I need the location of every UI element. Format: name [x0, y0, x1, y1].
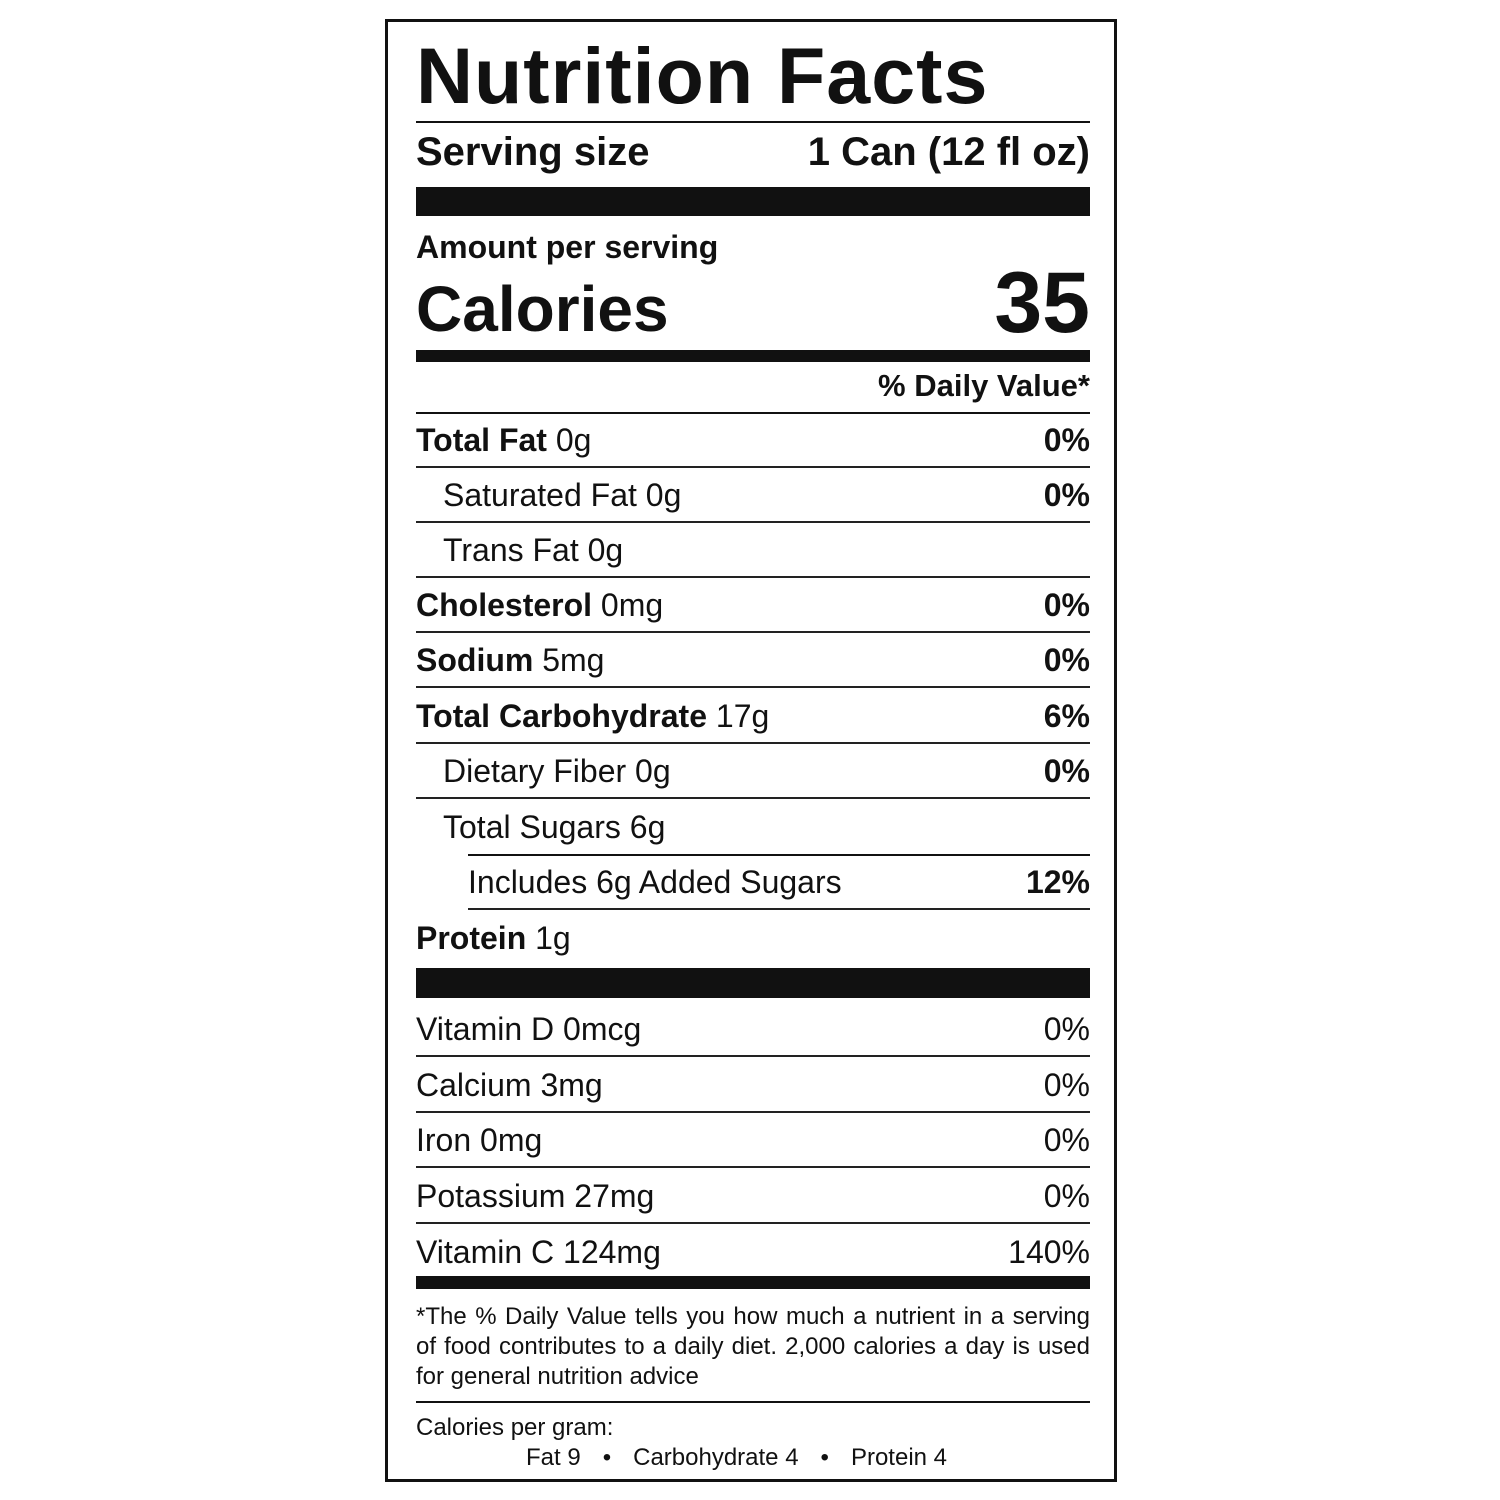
nutrient-name: Cholesterol [416, 586, 593, 623]
nutrient-dv: 0% [1043, 586, 1090, 623]
calories-row: Calories 35 [416, 255, 1090, 351]
nutrient-dv: 6% [1043, 697, 1090, 734]
nutrient-row-saturated-fat: Saturated Fat 0g 0% [416, 469, 1090, 523]
vitamin-name: Vitamin C 124mg [416, 1233, 661, 1270]
nutrient-dv: 0% [1043, 421, 1090, 458]
nutrient-row-total-fat: Total Fat 0g 0% [416, 414, 1090, 468]
bullet-separator: • [602, 1444, 612, 1471]
carbohydrate-per-gram: Carbohydrate 4 [633, 1444, 799, 1471]
nutrient-row-trans-fat: Trans Fat 0g [416, 524, 1090, 578]
thick-divider [416, 968, 1090, 998]
calories-per-gram-values: Fat 9 • Carbohydrate 4 • Protein 4 [526, 1443, 947, 1473]
amount-per-serving: Amount per serving [416, 229, 719, 265]
nutrient-row-added-sugars: Includes 6g Added Sugars 12% [468, 856, 1090, 910]
nutrient-name: Trans Fat [443, 531, 579, 568]
nutrient-name: Sodium [416, 641, 534, 678]
nutrient-name: Total Sugars [443, 808, 621, 845]
thick-divider [416, 1276, 1090, 1289]
nutrient-name: Saturated Fat [443, 476, 637, 513]
nutrition-label [385, 19, 1117, 1482]
serving-size-value: 1 Can (12 fl oz) [807, 129, 1090, 174]
nutrient-amount: 1g [535, 919, 571, 956]
vitamin-row-calcium: Calcium 3mg 0% [416, 1059, 1090, 1113]
vitamin-dv: 0% [1043, 1121, 1090, 1158]
serving-size-row: Serving size 1 Can (12 fl oz) [416, 126, 1090, 178]
vitamin-dv: 140% [1008, 1233, 1090, 1270]
nutrient-amount: 0g [587, 531, 624, 568]
nutrient-amount: 0g [645, 476, 682, 513]
vitamin-name: Vitamin D 0mcg [416, 1010, 642, 1047]
nutrient-row-protein: Protein 1g [416, 911, 1090, 965]
vitamin-dv: 0% [1043, 1066, 1090, 1103]
nutrient-dv: 0% [1043, 476, 1090, 513]
divider [468, 854, 1090, 856]
nutrient-name: Total Fat [416, 421, 547, 458]
vitamin-row-iron: Iron 0mg 0% [416, 1114, 1090, 1168]
divider [416, 1401, 1090, 1403]
thick-divider [416, 350, 1090, 362]
nutrient-row-cholesterol: Cholesterol 0mg 0% [416, 579, 1090, 633]
nutrient-name: Dietary Fiber [443, 752, 627, 789]
nutrient-row-sodium: Sodium 5mg 0% [416, 634, 1090, 688]
daily-value-header: % Daily Value* [878, 368, 1090, 403]
nutrient-row-total-sugars: Total Sugars 6g [416, 800, 1090, 854]
nutrient-dv: 12% [1025, 863, 1090, 900]
nutrient-dv: 0% [1043, 752, 1090, 789]
fat-per-gram: Fat 9 [526, 1444, 581, 1471]
serving-size-label: Serving size [416, 129, 650, 174]
thick-divider [416, 187, 1090, 216]
nutrient-amount: 0g [635, 752, 671, 789]
protein-per-gram: Protein 4 [850, 1444, 948, 1471]
label-title: Nutrition Facts [416, 31, 989, 120]
nutrient-amount: 0mg [600, 586, 664, 623]
bullet-separator: • [820, 1444, 829, 1471]
vitamin-row-vitamin-d: Vitamin D 0mcg 0% [416, 1003, 1090, 1057]
nutrient-name: Includes 6g Added Sugars [468, 863, 842, 900]
vitamin-row-potassium: Potassium 27mg 0% [416, 1170, 1090, 1224]
nutrient-amount: 0g [555, 421, 592, 458]
calories-per-gram-label: Calories per gram: [416, 1414, 614, 1441]
nutrient-row-total-carbohydrate: Total Carbohydrate 17g 6% [416, 690, 1090, 744]
nutrient-dv: 0% [1043, 641, 1090, 678]
divider [416, 412, 1090, 414]
nutrient-amount: 5mg [542, 641, 605, 678]
nutrient-amount: 6g [629, 808, 666, 845]
vitamin-name: Iron 0mg [416, 1121, 543, 1158]
footnote: *The % Daily Value tells you how much a … [416, 1303, 1090, 1390]
vitamin-name: Potassium 27mg [416, 1177, 655, 1214]
nutrient-name: Protein [416, 919, 527, 956]
calories-value: 35 [994, 255, 1090, 351]
calories-label: Calories [416, 273, 669, 345]
divider [416, 121, 1090, 123]
vitamin-name: Calcium 3mg [416, 1066, 603, 1103]
nutrient-row-dietary-fiber: Dietary Fiber 0g 0% [416, 745, 1090, 799]
vitamin-row-vitamin-c: Vitamin C 124mg 140% [416, 1225, 1090, 1279]
vitamin-dv: 0% [1043, 1177, 1090, 1214]
nutrient-name: Total Carbohydrate [416, 697, 707, 734]
nutrient-amount: 17g [715, 697, 770, 734]
vitamin-dv: 0% [1043, 1010, 1090, 1047]
